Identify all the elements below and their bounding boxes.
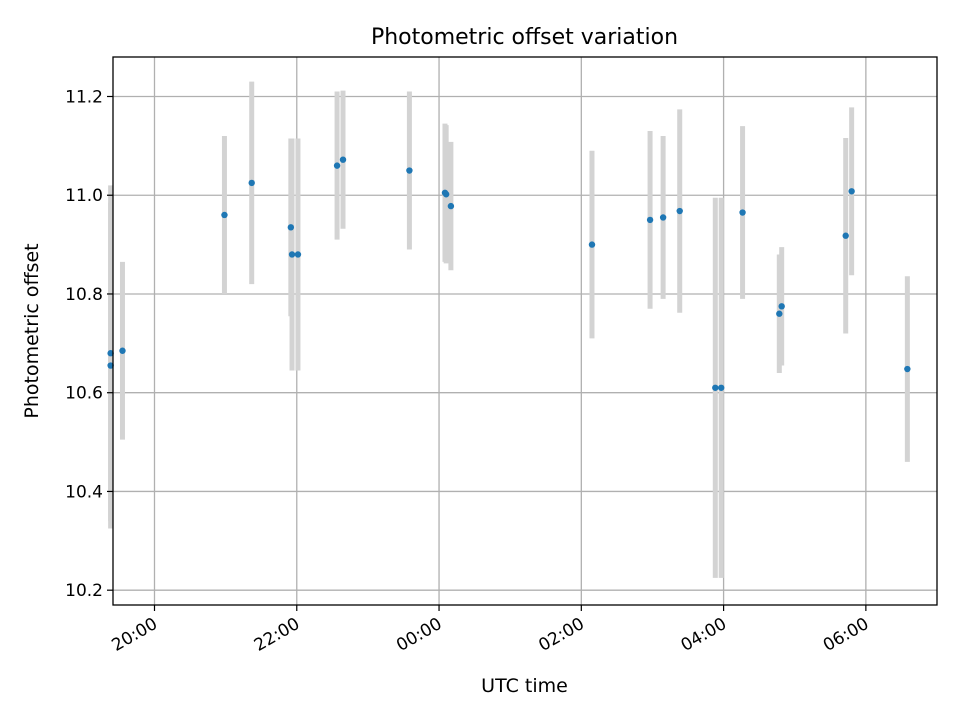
data-point	[646, 216, 654, 224]
data-point	[294, 251, 302, 258]
data-point	[739, 209, 746, 216]
y-tick-label: 10.4	[65, 482, 103, 502]
y-tick-label: 10.6	[65, 384, 103, 404]
chart-title: Photometric offset variation	[371, 25, 678, 50]
data-points	[107, 156, 911, 391]
y-tick-label: 10.8	[65, 285, 103, 305]
data-point	[588, 241, 596, 248]
y-tick-label: 11.2	[65, 87, 103, 107]
data-point	[333, 162, 341, 169]
data-point	[676, 207, 683, 215]
y-tick-label: 10.2	[65, 581, 103, 601]
data-point	[221, 211, 228, 219]
data-point	[659, 214, 667, 221]
data-point	[442, 191, 450, 198]
data-point	[778, 303, 785, 310]
y-axis-label: Photometric offset	[21, 243, 43, 418]
data-point	[447, 202, 455, 210]
data-point	[848, 188, 855, 195]
data-point	[406, 167, 413, 174]
data-point	[287, 224, 295, 231]
data-point	[119, 347, 126, 354]
y-axis-ticks: 10.2 10.4 10.6 10.8 11.0 11.2	[65, 87, 113, 601]
data-point	[718, 384, 725, 391]
x-axis-label: UTC time	[481, 675, 568, 697]
data-point	[842, 232, 849, 239]
plot-area	[112, 56, 938, 606]
data-point	[904, 365, 911, 373]
data-point	[107, 350, 114, 357]
data-point	[248, 179, 255, 187]
data-point	[107, 362, 114, 369]
data-point	[776, 310, 783, 317]
y-tick-label: 11.0	[65, 186, 103, 206]
data-point	[712, 384, 719, 391]
data-point	[339, 156, 347, 163]
data-point	[288, 251, 296, 258]
